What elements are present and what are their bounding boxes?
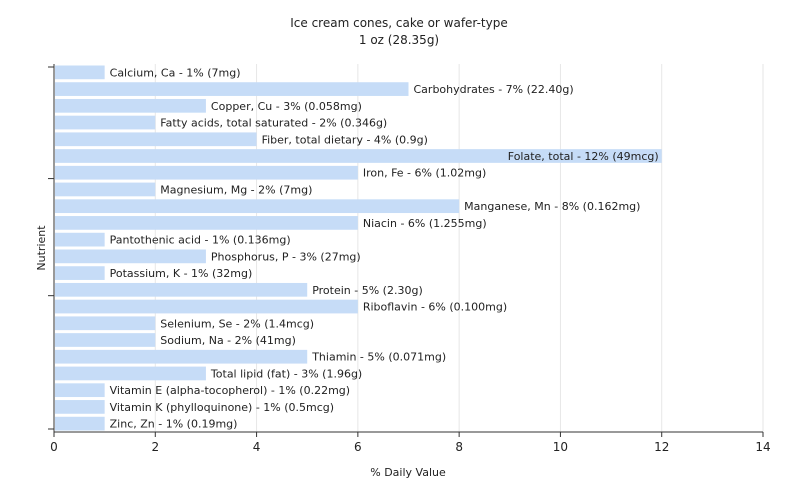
bar-label: Total lipid (fat) - 3% (1.96g) [210,367,362,380]
bar-label: Iron, Fe - 6% (1.02mg) [363,167,486,180]
x-axis-title: % Daily Value [370,466,446,479]
bar-label: Protein - 5% (2.30g) [312,284,423,297]
x-tick-label: 6 [354,440,362,454]
bar-label: Magnesium, Mg - 2% (7mg) [160,183,312,196]
bar-label: Calcium, Ca - 1% (7mg) [110,66,241,79]
bar-label: Sodium, Na - 2% (41mg) [160,334,296,347]
bar [55,400,105,414]
bar-label: Phosphorus, P - 3% (27mg) [211,250,361,263]
bar [55,299,358,314]
x-tick-label: 12 [654,440,669,454]
bar-label: Fatty acids, total saturated - 2% (0.346… [160,117,387,130]
bar-label: Potassium, K - 1% (32mg) [110,267,253,280]
bar [55,65,105,80]
bar [55,333,156,347]
chart-subtitle: 1 oz (28.35g) [359,33,439,47]
x-tick-label: 2 [151,440,159,454]
gridlines [154,64,764,432]
bar [55,182,156,197]
bar-label: Selenium, Se - 2% (1.4mcg) [160,317,314,330]
bar-label: Thiamin - 5% (0.071mg) [311,351,446,364]
y-axis-title: Nutrient [35,225,48,271]
x-tick-label: 0 [50,440,58,454]
bar-label: Copper, Cu - 3% (0.058mg) [211,100,362,113]
bar [55,316,156,331]
bar [55,115,156,130]
bar-label: Niacin - 6% (1.255mg) [363,217,487,230]
bar-label: Folate, total - 12% (49mcg) [508,150,659,163]
x-tick-label: 4 [253,440,261,454]
bar [55,165,358,180]
bar-label: Carbohydrates - 7% (22.40g) [414,83,574,96]
bar [55,383,105,398]
bar [55,98,206,113]
bar [55,416,105,431]
bar-label: Zinc, Zn - 1% (0.19mg) [110,418,238,431]
bar-labels: Calcium, Ca - 1% (7mg) Carbohydrates - 7%… [110,66,659,430]
bar-label: Manganese, Mn - 8% (0.162mg) [464,200,640,213]
bar [55,266,105,280]
chart-title: Ice cream cones, cake or wafer-type [290,16,508,30]
bars [55,65,662,431]
bar-label: Pantothenic acid - 1% (0.136mg) [110,234,291,247]
x-tick-label: 10 [553,440,568,454]
bar [55,199,460,214]
bar [55,132,257,147]
x-tick-label: 14 [755,440,770,454]
bar-label: Riboflavin - 6% (0.100mg) [363,301,507,314]
bar [55,216,358,230]
bar-label: Vitamin E (alpha-tocopherol) - 1% (0.22m… [110,384,350,397]
bar-label: Fiber, total dietary - 4% (0.9g) [262,133,428,146]
bar [55,82,409,96]
bar [55,232,105,247]
bar [55,149,662,163]
axis-ticks: 0 2 4 6 8 10 12 14 [48,66,771,454]
bar [55,349,308,364]
bar-label: Vitamin K (phylloquinone) - 1% (0.5mcg) [110,401,334,414]
x-tick-label: 8 [455,440,463,454]
bar [55,366,206,381]
bar [55,249,206,264]
bar [55,282,308,297]
